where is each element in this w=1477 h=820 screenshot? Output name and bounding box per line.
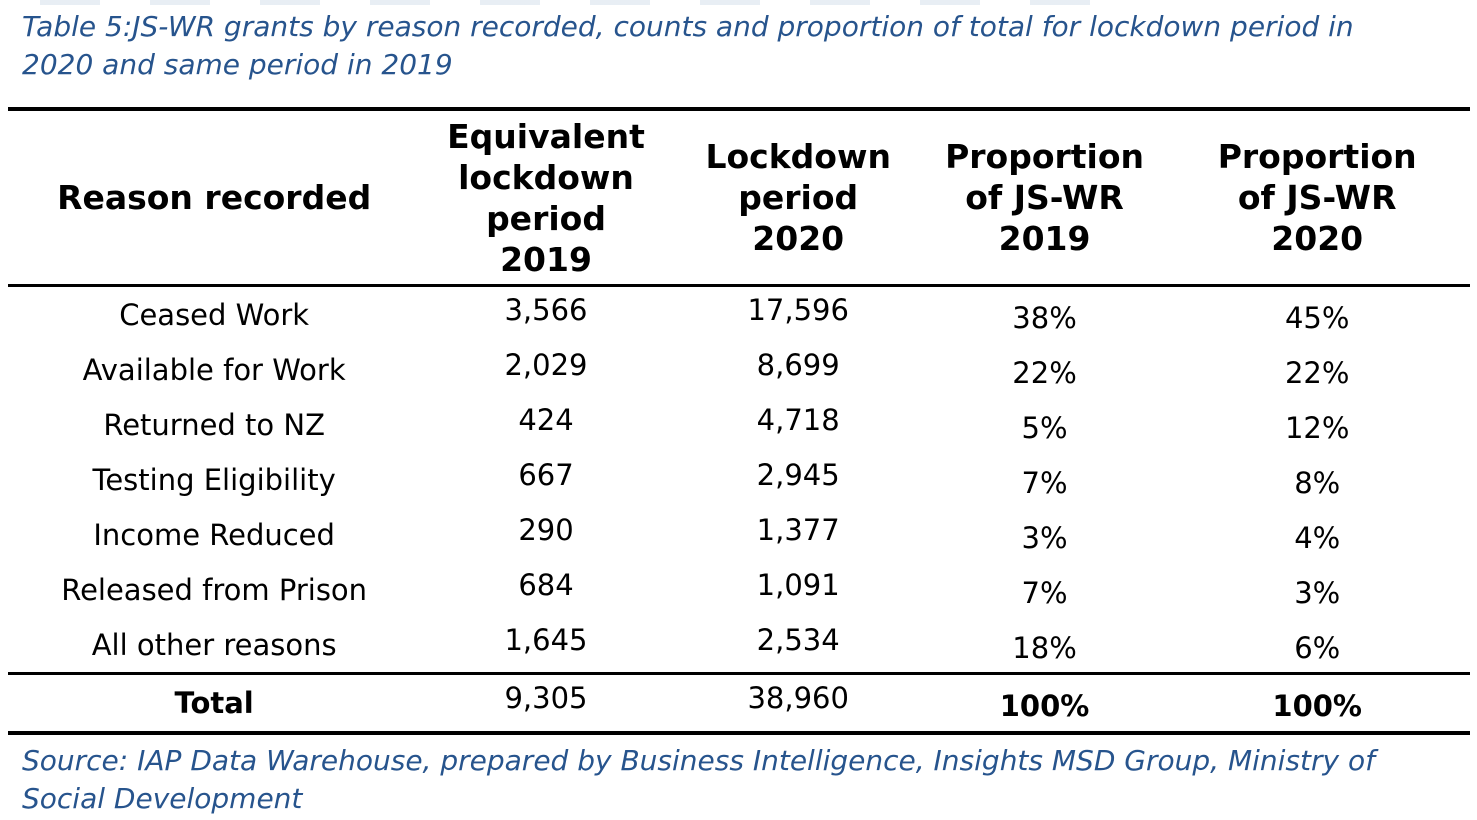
column-header-reason: Reason recorded — [57, 178, 372, 217]
cell-count-2019: 667 — [518, 457, 574, 492]
column-header-count-2019: Equivalent lockdown period 2019 — [447, 116, 645, 279]
cell-count-2019: 424 — [518, 402, 574, 437]
cell-count-2019: 684 — [518, 567, 574, 602]
cell-count-2019: 290 — [518, 512, 574, 547]
cell-prop-2020: 6% — [1294, 630, 1341, 665]
cell-count-2020: 4,718 — [756, 402, 840, 437]
cell-prop-2020: 12% — [1284, 410, 1350, 445]
column-header-prop-2019: Proportion of JS-WR 2019 — [945, 137, 1145, 258]
table-row: Available for Work 2,029 8,699 22% 22% — [8, 342, 1470, 397]
cell-prop-2019: 5% — [1021, 410, 1068, 445]
table-header-row: Reason recorded Equivalent lockdown peri… — [8, 107, 1470, 287]
table-total-row: Total 9,305 38,960 100% 100% — [8, 672, 1470, 735]
table-row: All other reasons 1,645 2,534 18% 6% — [8, 617, 1470, 672]
cell-count-2020: 1,091 — [756, 567, 840, 602]
cell-prop-2020: 3% — [1294, 575, 1341, 610]
cell-prop-2020: 22% — [1284, 355, 1350, 390]
cell-reason: Available for Work — [82, 352, 346, 387]
cell-count-2020: 17,596 — [747, 292, 849, 327]
cell-prop-2020: 4% — [1294, 520, 1341, 555]
cell-total-count-2020: 38,960 — [747, 681, 849, 715]
source-note: Source: IAP Data Warehouse, prepared by … — [22, 744, 1375, 815]
cell-total-count-2019: 9,305 — [504, 681, 588, 715]
cell-reason: Released from Prison — [61, 572, 368, 607]
cell-count-2020: 1,377 — [756, 512, 840, 547]
table-row: Income Reduced 290 1,377 3% 4% — [8, 507, 1470, 562]
cell-total-label: Total — [174, 686, 254, 720]
cell-total-prop-2020: 100% — [1272, 689, 1362, 723]
cell-total-prop-2019: 100% — [999, 689, 1090, 723]
cell-count-2020: 2,945 — [756, 457, 840, 492]
cell-count-2019: 2,029 — [504, 347, 588, 382]
cell-reason: Ceased Work — [119, 297, 310, 332]
cell-count-2020: 2,534 — [756, 622, 840, 657]
grants-table: Reason recorded Equivalent lockdown peri… — [8, 107, 1470, 735]
cell-prop-2019: 3% — [1021, 520, 1068, 555]
table-caption: Table 5:JS-WR grants by reason recorded,… — [22, 10, 1354, 81]
clipped-text-fragments — [40, 0, 1140, 5]
cell-reason: All other reasons — [91, 627, 337, 662]
cell-count-2020: 8,699 — [756, 347, 840, 382]
cell-count-2019: 3,566 — [504, 292, 588, 327]
table-row: Testing Eligibility 667 2,945 7% 8% — [8, 452, 1470, 507]
cell-prop-2019: 22% — [1012, 355, 1077, 390]
column-header-count-2020: Lockdown period 2020 — [705, 137, 891, 258]
cell-prop-2019: 38% — [1012, 300, 1077, 335]
cell-reason: Income Reduced — [93, 517, 335, 552]
cell-prop-2019: 18% — [1012, 630, 1077, 665]
cell-prop-2020: 8% — [1294, 465, 1341, 500]
cell-reason: Testing Eligibility — [92, 462, 336, 497]
cell-reason: Returned to NZ — [103, 407, 325, 442]
cell-prop-2019: 7% — [1021, 575, 1068, 610]
cell-count-2019: 1,645 — [504, 622, 588, 657]
table-row: Ceased Work 3,566 17,596 38% 45% — [8, 287, 1470, 342]
table-row: Released from Prison 684 1,091 7% 3% — [8, 562, 1470, 617]
table-row: Returned to NZ 424 4,718 5% 12% — [8, 397, 1470, 452]
column-header-prop-2020: Proportion of JS-WR 2020 — [1217, 137, 1417, 258]
cell-prop-2020: 45% — [1284, 300, 1350, 335]
cell-prop-2019: 7% — [1021, 465, 1068, 500]
